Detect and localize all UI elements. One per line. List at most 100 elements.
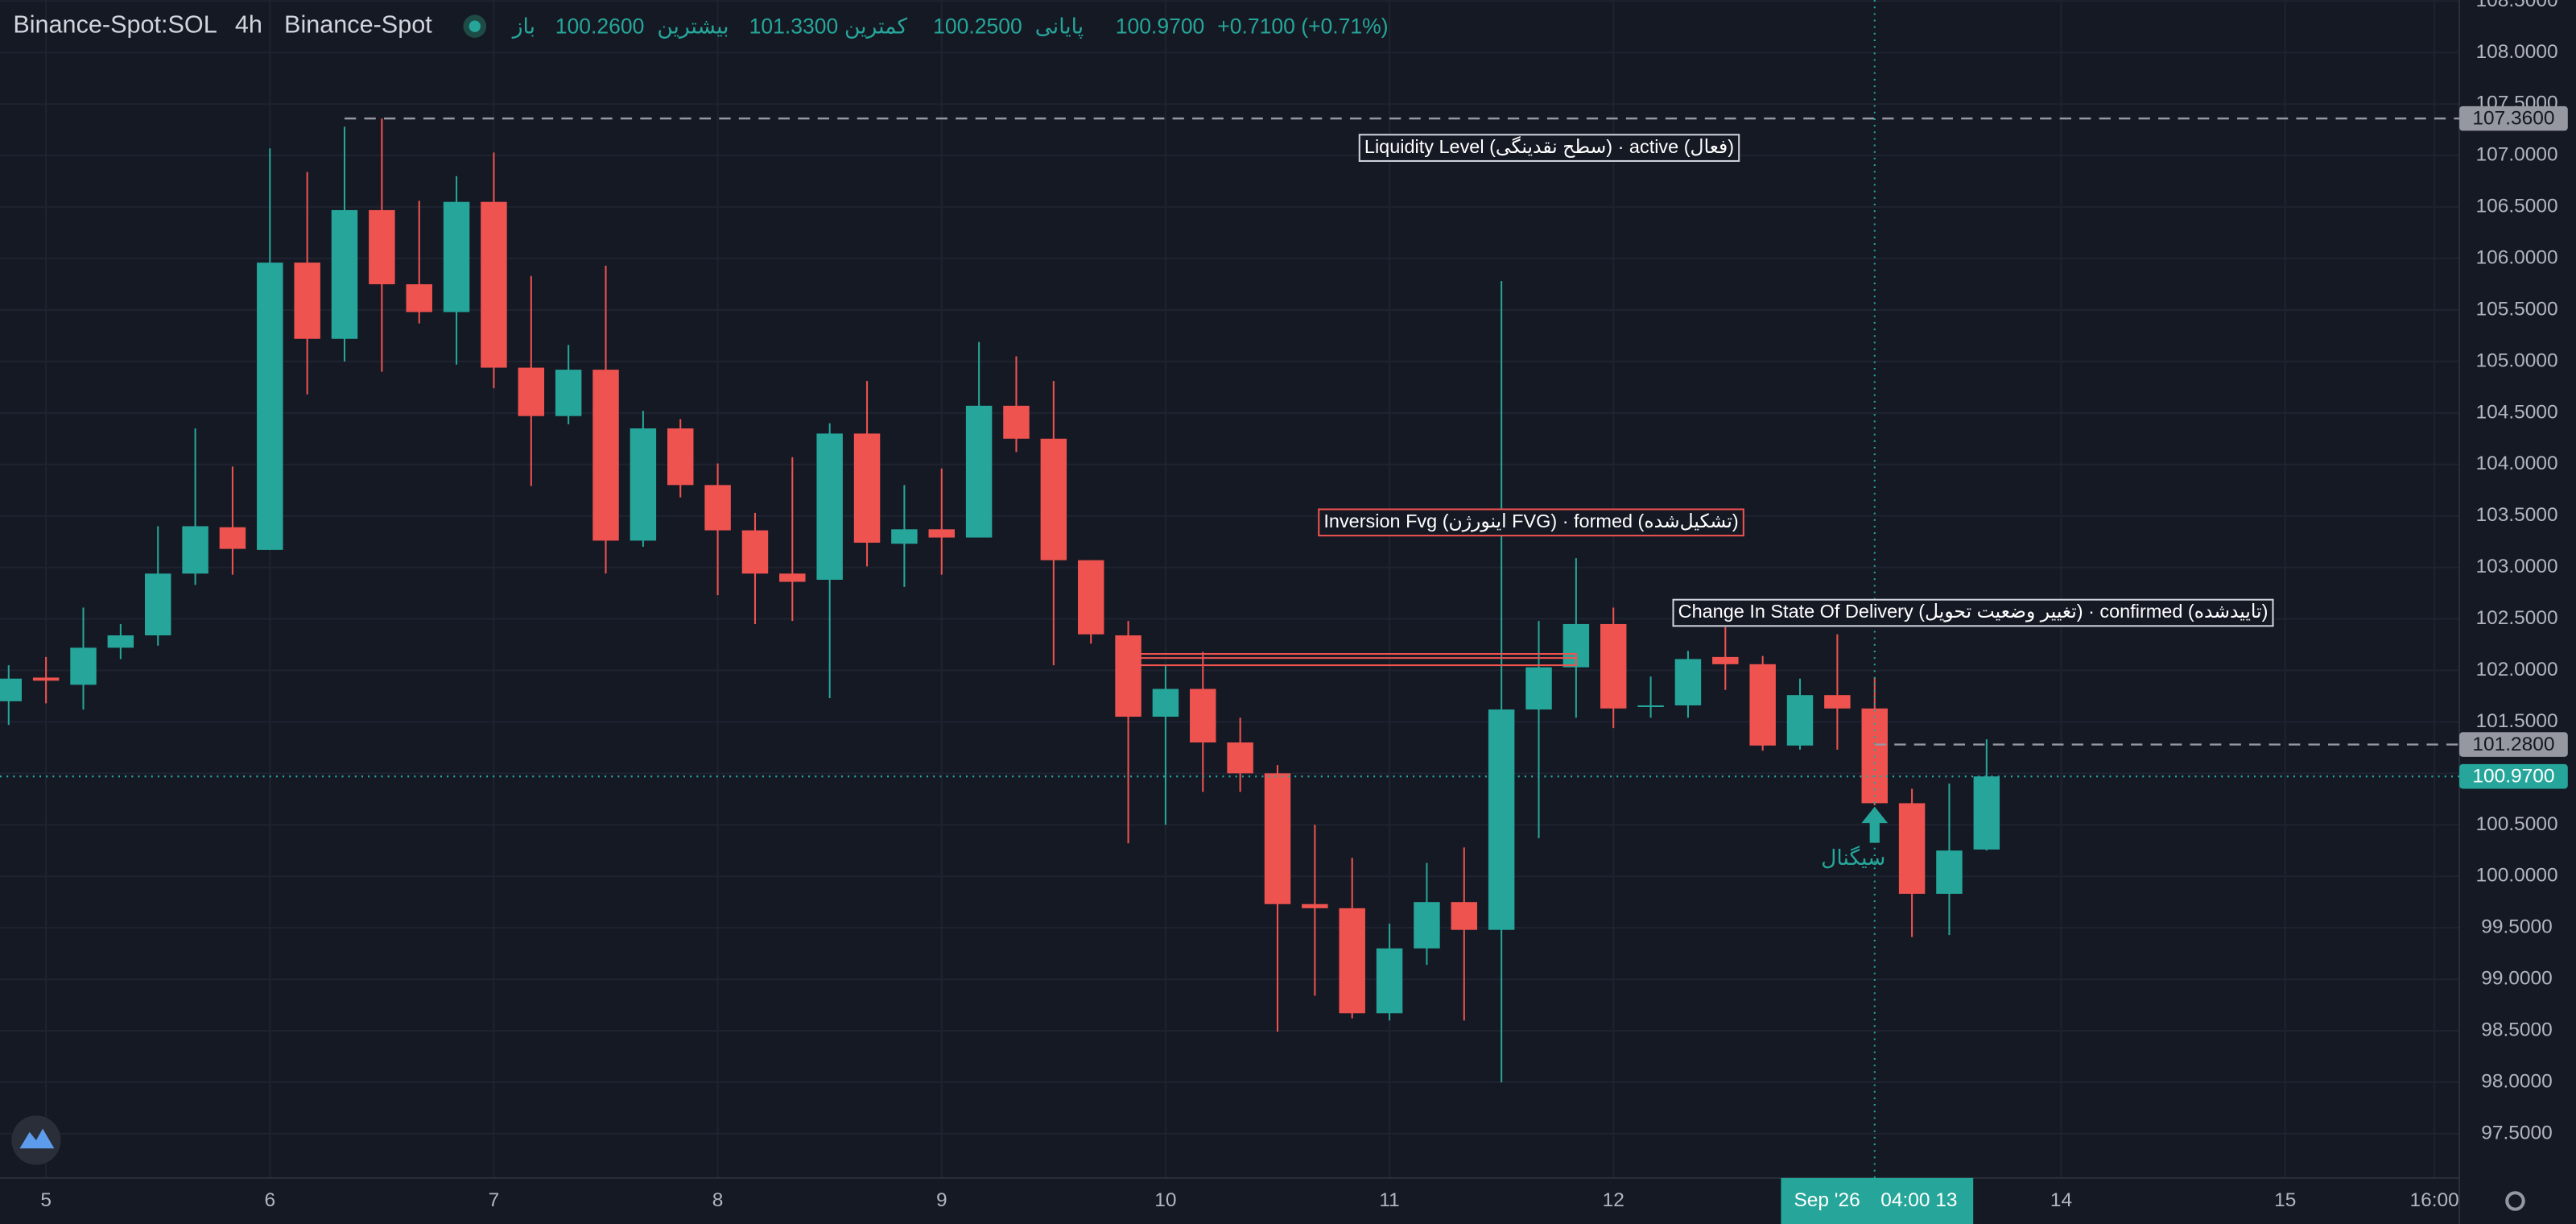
price-tag-label: 107.3600: [2472, 108, 2554, 130]
x-tick-label: 12: [1603, 1189, 1624, 1211]
y-tick-label: 98.0000: [2481, 1070, 2552, 1092]
symbol: Binance-Spot:SOL: [13, 11, 217, 39]
logo-icon: [19, 1128, 55, 1149]
y-tick-label: 102.0000: [2475, 659, 2557, 680]
candle-body: [0, 678, 22, 701]
settings-icon[interactable]: [2505, 1191, 2525, 1211]
candle-body: [481, 201, 507, 368]
candle-body: [70, 647, 97, 685]
candle-body: [1003, 405, 1030, 439]
candle-body: [406, 283, 432, 312]
candle-body: [144, 573, 171, 636]
crosshair-date: Sep '26: [1794, 1189, 1860, 1211]
candle-body: [928, 529, 955, 538]
y-tick-label: 108.5000: [2475, 0, 2557, 11]
candle-body: [1749, 664, 1776, 746]
y-tick-label: 97.5000: [2481, 1122, 2552, 1143]
annotation-label: Inversion Fvg (اینورژن FVG) · formed (تش…: [1323, 511, 1738, 532]
x-tick-label: 15: [2274, 1189, 2296, 1211]
x-tick-label: 10: [1154, 1189, 1176, 1211]
x-tick-label: 8: [712, 1189, 724, 1211]
x-tick-label: 16:00: [2410, 1189, 2459, 1211]
candle-body: [1190, 688, 1216, 742]
candle-body: [1488, 709, 1515, 930]
candle-body: [1973, 776, 2000, 850]
price-tag-label: 101.2800: [2472, 734, 2554, 755]
x-tick-label: 7: [489, 1189, 500, 1211]
fvg-zone: [1127, 653, 1577, 667]
candle-body: [1227, 742, 1253, 774]
candle-body: [555, 370, 582, 416]
y-tick-label: 108.0000: [2475, 41, 2557, 63]
candle-body: [1302, 904, 1328, 908]
candle-body: [592, 370, 619, 541]
candle-body: [704, 485, 731, 531]
y-tick-label: 103.5000: [2475, 504, 2557, 526]
overlay: Liquidity Level (سطح نقدینگی) · active (…: [0, 0, 2460, 1178]
y-tick-label: 103.0000: [2475, 556, 2557, 577]
y-tick-label: 98.5000: [2481, 1019, 2552, 1040]
candle-body: [1600, 623, 1627, 709]
candle-body: [1152, 688, 1179, 717]
status-dot-inner: [469, 20, 481, 32]
y-tick-label: 99.0000: [2481, 968, 2552, 990]
annotation-label: Change In State Of Delivery (تغییر وضعیت…: [1678, 601, 2268, 622]
price-tag: [2459, 732, 2568, 757]
y-tick-label: 102.5000: [2475, 607, 2557, 629]
x-tick-label: 5: [40, 1189, 52, 1211]
candle-body: [331, 209, 358, 339]
candle-body: [1637, 705, 1664, 708]
candle-body: [1936, 850, 1963, 894]
candle-body: [1712, 656, 1739, 664]
candle-body: [1451, 902, 1478, 930]
candle-body: [518, 367, 545, 416]
x-tick-label: 6: [264, 1189, 275, 1211]
candle-body: [107, 635, 134, 648]
candle-body: [182, 526, 208, 574]
candle-body: [741, 530, 769, 574]
y-tick-label: 105.5000: [2475, 298, 2557, 320]
crosshair-time: 04:00 13: [1880, 1189, 1957, 1211]
price-tag-label: 100.9700: [2472, 766, 2554, 788]
candle-body: [369, 209, 395, 284]
annotation-box: [1672, 598, 2274, 627]
candle-body: [1040, 438, 1067, 560]
y-tick-label: 104.0000: [2475, 453, 2557, 474]
candle-body: [219, 527, 246, 549]
annotation-box: [1358, 134, 1740, 162]
x-tick-label: 9: [936, 1189, 947, 1211]
signal-label: سیگنال: [1821, 846, 1885, 870]
price-tag: [2459, 763, 2568, 789]
y-tick-label: 104.5000: [2475, 401, 2557, 423]
candle-body: [667, 428, 694, 486]
crosshair-label-bg: [1781, 1177, 1974, 1224]
candle-body: [630, 428, 657, 541]
candle-body: [1674, 659, 1702, 705]
ohlc-label: بیشترین: [657, 14, 729, 39]
ohlc-label: باز: [511, 14, 535, 39]
candle-body: [294, 263, 320, 339]
candle-body: [853, 433, 881, 543]
y-tick-label: 100.0000: [2475, 865, 2557, 887]
candle-body: [965, 405, 993, 538]
ohlc-label: پایانی: [1035, 14, 1084, 39]
candle-body: [443, 201, 470, 312]
candle-body: [32, 677, 60, 681]
y-tick-label: 101.5000: [2475, 710, 2557, 732]
ohlc-value: 100.2600: [555, 14, 645, 39]
candle-body: [257, 263, 283, 550]
y-tick-label: 107.0000: [2475, 144, 2557, 166]
candle-body: [1414, 902, 1440, 949]
ohlc-value: 100.9700: [1116, 14, 1205, 39]
x-tick-label: 11: [1379, 1189, 1399, 1211]
annotation-box: [1318, 508, 1744, 537]
candle-body: [1376, 948, 1403, 1014]
candle-body: [779, 573, 806, 582]
y-tick-label: 99.5000: [2481, 916, 2552, 938]
candle-body: [1898, 803, 1926, 894]
candle-body: [1264, 773, 1291, 904]
ohlc-label: کمترین: [844, 14, 908, 39]
y-tick-label: 105.0000: [2475, 349, 2557, 371]
